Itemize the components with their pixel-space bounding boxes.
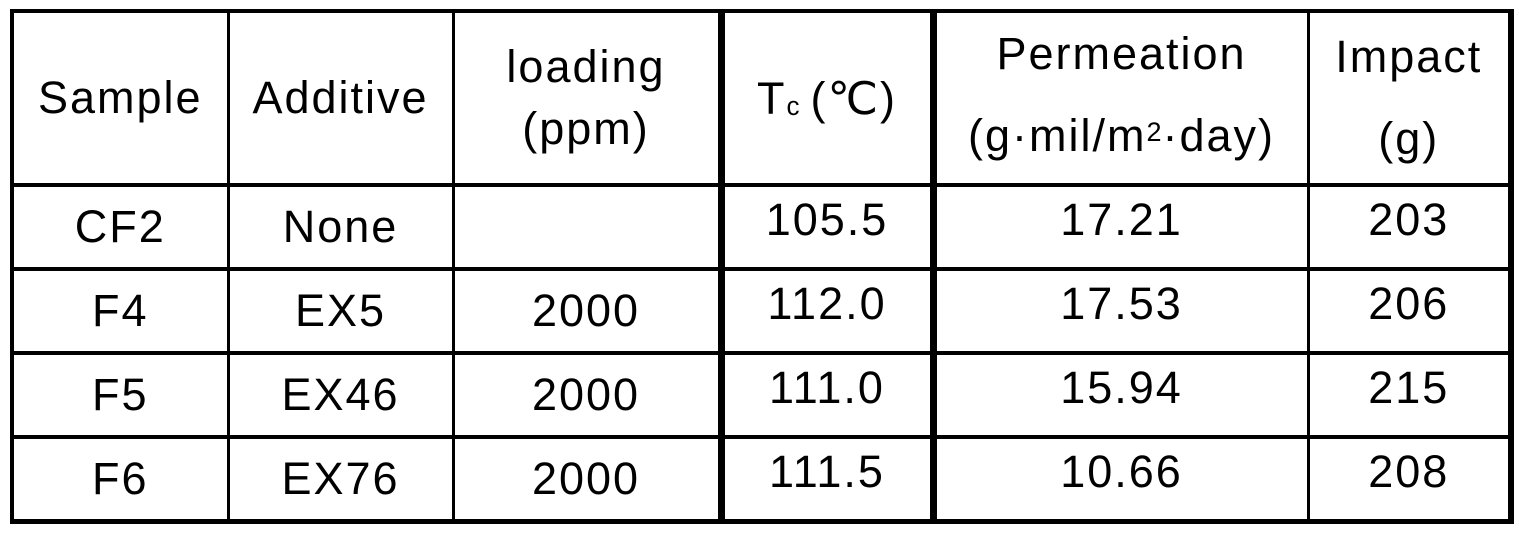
table-row: F5 EX46 2000 111.0 15.94 215 [10,351,1514,439]
col-header-additive: Additive [226,9,455,187]
cell-permeation: 15.94 [929,351,1310,439]
cell-additive: None [226,183,455,271]
col-header-permeation: Permeation (g·mil/m2·day) [929,9,1310,187]
cell-additive: EX46 [226,351,455,439]
cell-loading: 2000 [451,435,723,524]
col-header-tc: Tc (℃) [717,9,935,187]
header-row: Sample Additive loading (ppm) Tc (℃) Perm… [10,9,1514,187]
col-header-sample: Sample [10,9,230,187]
cell-permeation: 10.66 [929,435,1310,524]
cell-tc: 112.0 [717,267,935,355]
results-table: Sample Additive loading (ppm) Tc (℃) Perm… [10,9,1514,524]
cell-loading: 2000 [451,351,723,439]
header-unit: (ppm) [522,103,650,154]
cell-permeation: 17.21 [929,183,1310,271]
header-unit: (g·mil/m2·day) [967,110,1276,161]
cell-impact: 215 [1306,351,1514,439]
cell-tc: 111.5 [717,435,935,524]
cell-loading: 2000 [451,267,723,355]
cell-sample: F6 [10,435,230,524]
header-unit: (g) [1378,113,1440,164]
cell-sample: F5 [10,351,230,439]
col-header-impact: Impact (g) [1306,9,1514,187]
cell-sample: CF2 [10,183,230,271]
table-row: F6 EX76 2000 111.5 10.66 208 [10,435,1514,524]
table-row: F4 EX5 2000 112.0 17.53 206 [10,267,1514,355]
header-label: Permeation [996,28,1247,79]
tc-subscript: c [786,91,801,122]
cell-impact: 203 [1306,183,1514,271]
cell-loading [451,183,723,271]
col-header-loading: loading (ppm) [451,9,723,187]
cell-impact: 206 [1306,267,1514,355]
cell-sample: F4 [10,267,230,355]
header-label: Impact [1335,31,1483,82]
header-label: Additive [252,72,429,123]
cell-impact: 208 [1306,435,1514,524]
header-label: Tc (℃) [757,72,897,124]
cell-tc: 105.5 [717,183,935,271]
cell-tc: 111.0 [717,351,935,439]
cell-permeation: 17.53 [929,267,1310,355]
header-unit: (℃) [810,72,897,124]
table-row: CF2 None 105.5 17.21 203 [10,183,1514,271]
header-label: Sample [37,72,203,123]
cell-additive: EX5 [226,267,455,355]
cell-additive: EX76 [226,435,455,524]
header-label: loading [506,41,666,92]
squared-superscript: 2 [1146,116,1163,147]
